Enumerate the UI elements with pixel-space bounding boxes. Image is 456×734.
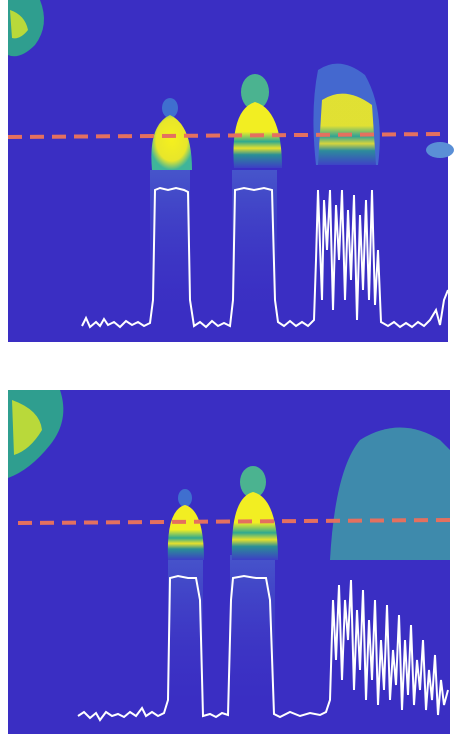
shadow <box>168 555 203 715</box>
object <box>426 142 454 158</box>
figure <box>0 0 456 734</box>
person <box>318 94 376 165</box>
background <box>8 0 448 342</box>
head <box>178 489 192 507</box>
panel-top <box>8 0 454 342</box>
page <box>0 0 456 734</box>
shadow <box>150 170 190 330</box>
shadow <box>230 555 275 715</box>
panel-bottom <box>8 390 450 734</box>
shadow <box>232 170 277 330</box>
